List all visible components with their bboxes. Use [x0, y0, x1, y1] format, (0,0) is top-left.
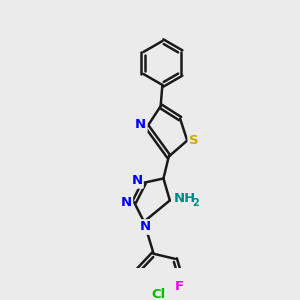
Text: N: N	[131, 174, 142, 188]
Text: S: S	[189, 134, 198, 147]
Text: N: N	[140, 220, 151, 233]
Text: Cl: Cl	[151, 288, 166, 300]
Text: N: N	[135, 118, 146, 131]
Text: 2: 2	[192, 198, 199, 208]
Text: F: F	[175, 280, 184, 293]
Text: NH: NH	[174, 192, 196, 205]
Text: N: N	[121, 196, 132, 209]
